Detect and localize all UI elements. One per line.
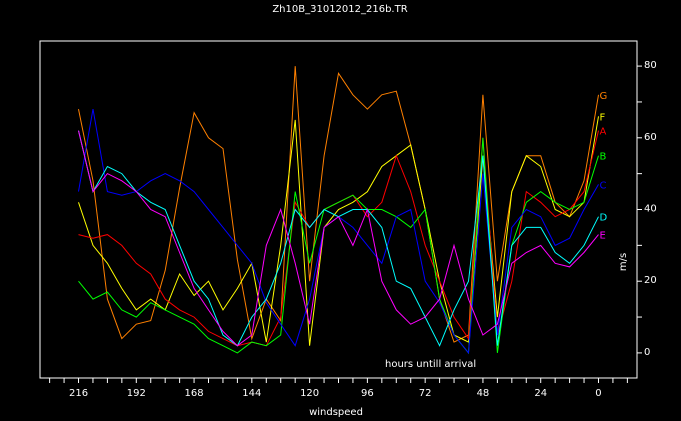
x-axis: 216 192 168 144 120 96 72 48 24 0 [49, 378, 628, 399]
x-tick-label: 216 [69, 388, 88, 399]
y-tick-label: 20 [644, 275, 657, 286]
x-tick-label: 96 [361, 388, 374, 399]
series-label-c: C [599, 180, 606, 191]
series-label-g: G [599, 91, 607, 102]
x-tick-label: 144 [242, 388, 261, 399]
series-line-c [78, 109, 599, 355]
y-axis-label: m/s [618, 253, 629, 271]
chart-title: Zh10B_31012012_216b.TR [272, 4, 407, 15]
x-tick-label: 192 [127, 388, 146, 399]
y-tick-label: 80 [644, 60, 657, 71]
x-tick-label: 168 [185, 388, 204, 399]
series-label-e: E [599, 231, 605, 242]
x-tick-label: 72 [419, 388, 432, 399]
annotation-hours-until-arrival: hours untill arrival [385, 359, 476, 370]
series-line-a [78, 130, 599, 347]
series-label-b: B [599, 152, 606, 163]
x-tick-label: 48 [477, 388, 490, 399]
series-label-f: F [599, 112, 605, 123]
series-labels: GFA B C DE [599, 91, 607, 242]
y-tick-label: 0 [644, 347, 650, 358]
series-line-d [78, 130, 599, 347]
series-label-d: D [599, 213, 607, 224]
x-axis-label: windspeed [309, 407, 363, 418]
y-tick-label: 60 [644, 132, 657, 143]
x-tick-label: 120 [300, 388, 319, 399]
series-lines [78, 66, 599, 355]
x-tick-label: 24 [534, 388, 547, 399]
y-tick-label: 40 [644, 204, 657, 215]
series-line-e [78, 130, 599, 347]
series-line-g [78, 66, 599, 343]
y-axis: 0 20 40 60 80 [637, 60, 657, 358]
series-label-a: A [599, 127, 606, 138]
series-line-f [78, 116, 599, 346]
x-tick-label: 0 [595, 388, 601, 399]
